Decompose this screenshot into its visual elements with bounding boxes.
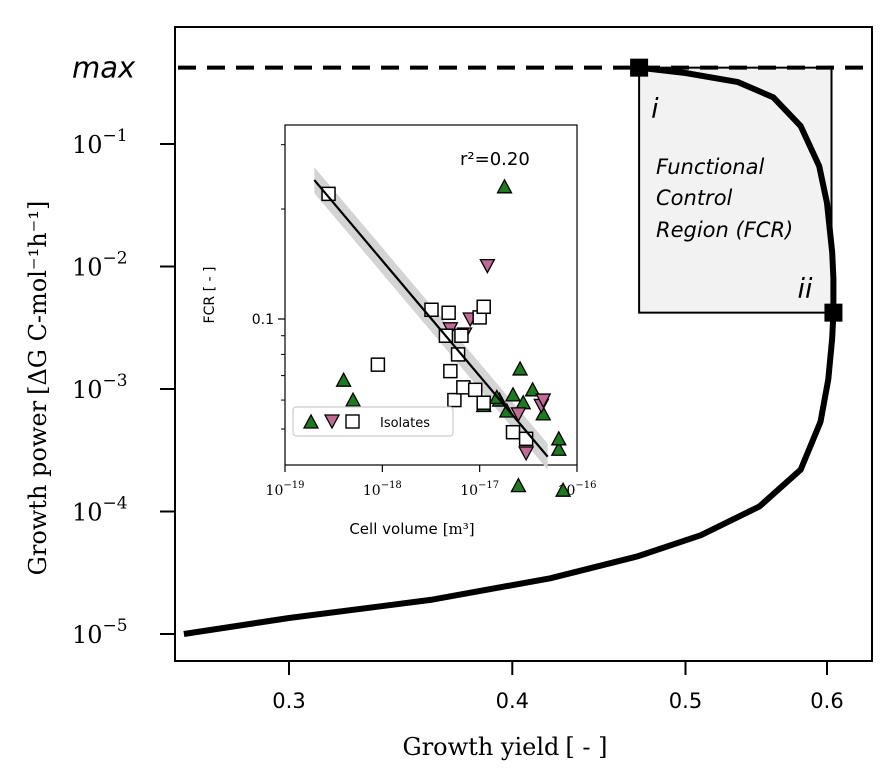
point-square — [443, 363, 458, 379]
point-square — [447, 392, 462, 408]
marker-label-i: i — [651, 94, 659, 125]
point-triangle-up — [550, 440, 567, 456]
point-triangle-down — [518, 446, 535, 462]
point-square — [518, 431, 534, 447]
point-triangle-down — [535, 393, 552, 409]
point-triangle-up — [511, 360, 529, 376]
point-triangle-up — [504, 386, 522, 402]
fcr-label-line-3: Region (FCR) — [656, 218, 793, 242]
main-ytick-label: 10−3 — [72, 371, 128, 404]
main-xtick-label: 0.3 — [272, 689, 305, 713]
marker-ii — [824, 303, 843, 322]
point-square — [441, 305, 456, 321]
main-plot-frame — [174, 26, 873, 662]
legend-square-icon — [345, 414, 360, 429]
point-triangle-up — [550, 430, 567, 446]
point-square — [370, 357, 386, 372]
point-square — [467, 382, 483, 398]
fcr-label-line-1: Functional — [656, 155, 764, 179]
legend-triangle-down-icon — [323, 414, 341, 430]
growth-power-curve — [183, 64, 837, 637]
main-xtick-label: 0.5 — [669, 689, 702, 713]
point-triangle-down — [510, 407, 527, 423]
point-triangle-up — [555, 481, 572, 497]
main-ytick-label: 10−1 — [72, 126, 128, 159]
point-square — [476, 299, 491, 315]
inset-legend — [292, 406, 454, 437]
legend-label: Isolates — [380, 416, 430, 431]
point-square — [450, 347, 466, 362]
max-label: max — [72, 51, 136, 85]
legend-triangle-up-icon — [302, 413, 320, 429]
main-y-axis-label: Growth power[ΔG C-mol⁻¹h⁻¹] — [24, 201, 52, 576]
main-x-axis-label: Growth yield[ - ] — [403, 733, 608, 761]
main-xtick-label: 0.4 — [496, 689, 529, 713]
inset-y-axis-label: FCR [ - ] — [202, 267, 218, 324]
point-square — [456, 380, 471, 395]
marker-label-ii: ii — [797, 274, 813, 305]
r-squared-annotation: r²=0.20 — [460, 149, 530, 170]
inset-xtick-label: 10−17 — [460, 480, 499, 499]
point-square — [454, 328, 469, 343]
point-square — [505, 424, 521, 440]
fcr-label-line-2: Control — [656, 186, 733, 210]
inset-ytick-label: 0.1 — [252, 312, 274, 328]
point-triangle-up — [510, 477, 527, 493]
point-triangle-up — [344, 391, 362, 407]
inset-xtick-label: 10−19 — [266, 480, 305, 499]
point-triangle-up — [535, 405, 552, 421]
point-square — [476, 395, 491, 410]
main-ytick-label: 10−5 — [72, 616, 128, 649]
point-triangle-up — [496, 178, 513, 194]
fit-line — [313, 179, 549, 458]
point-triangle-up — [335, 371, 352, 387]
main-ytick-label: 10−4 — [72, 494, 128, 527]
point-square — [321, 186, 336, 202]
point-triangle-up — [524, 381, 541, 397]
main-xtick-label: 0.6 — [810, 689, 843, 713]
inset-xtick-label: 10−18 — [363, 480, 402, 499]
inset-x-axis-label: Cell volume [m³] — [349, 520, 474, 538]
marker-i — [630, 58, 649, 77]
main-ytick-label: 10−2 — [72, 249, 128, 282]
point-triangle-down — [479, 258, 496, 274]
